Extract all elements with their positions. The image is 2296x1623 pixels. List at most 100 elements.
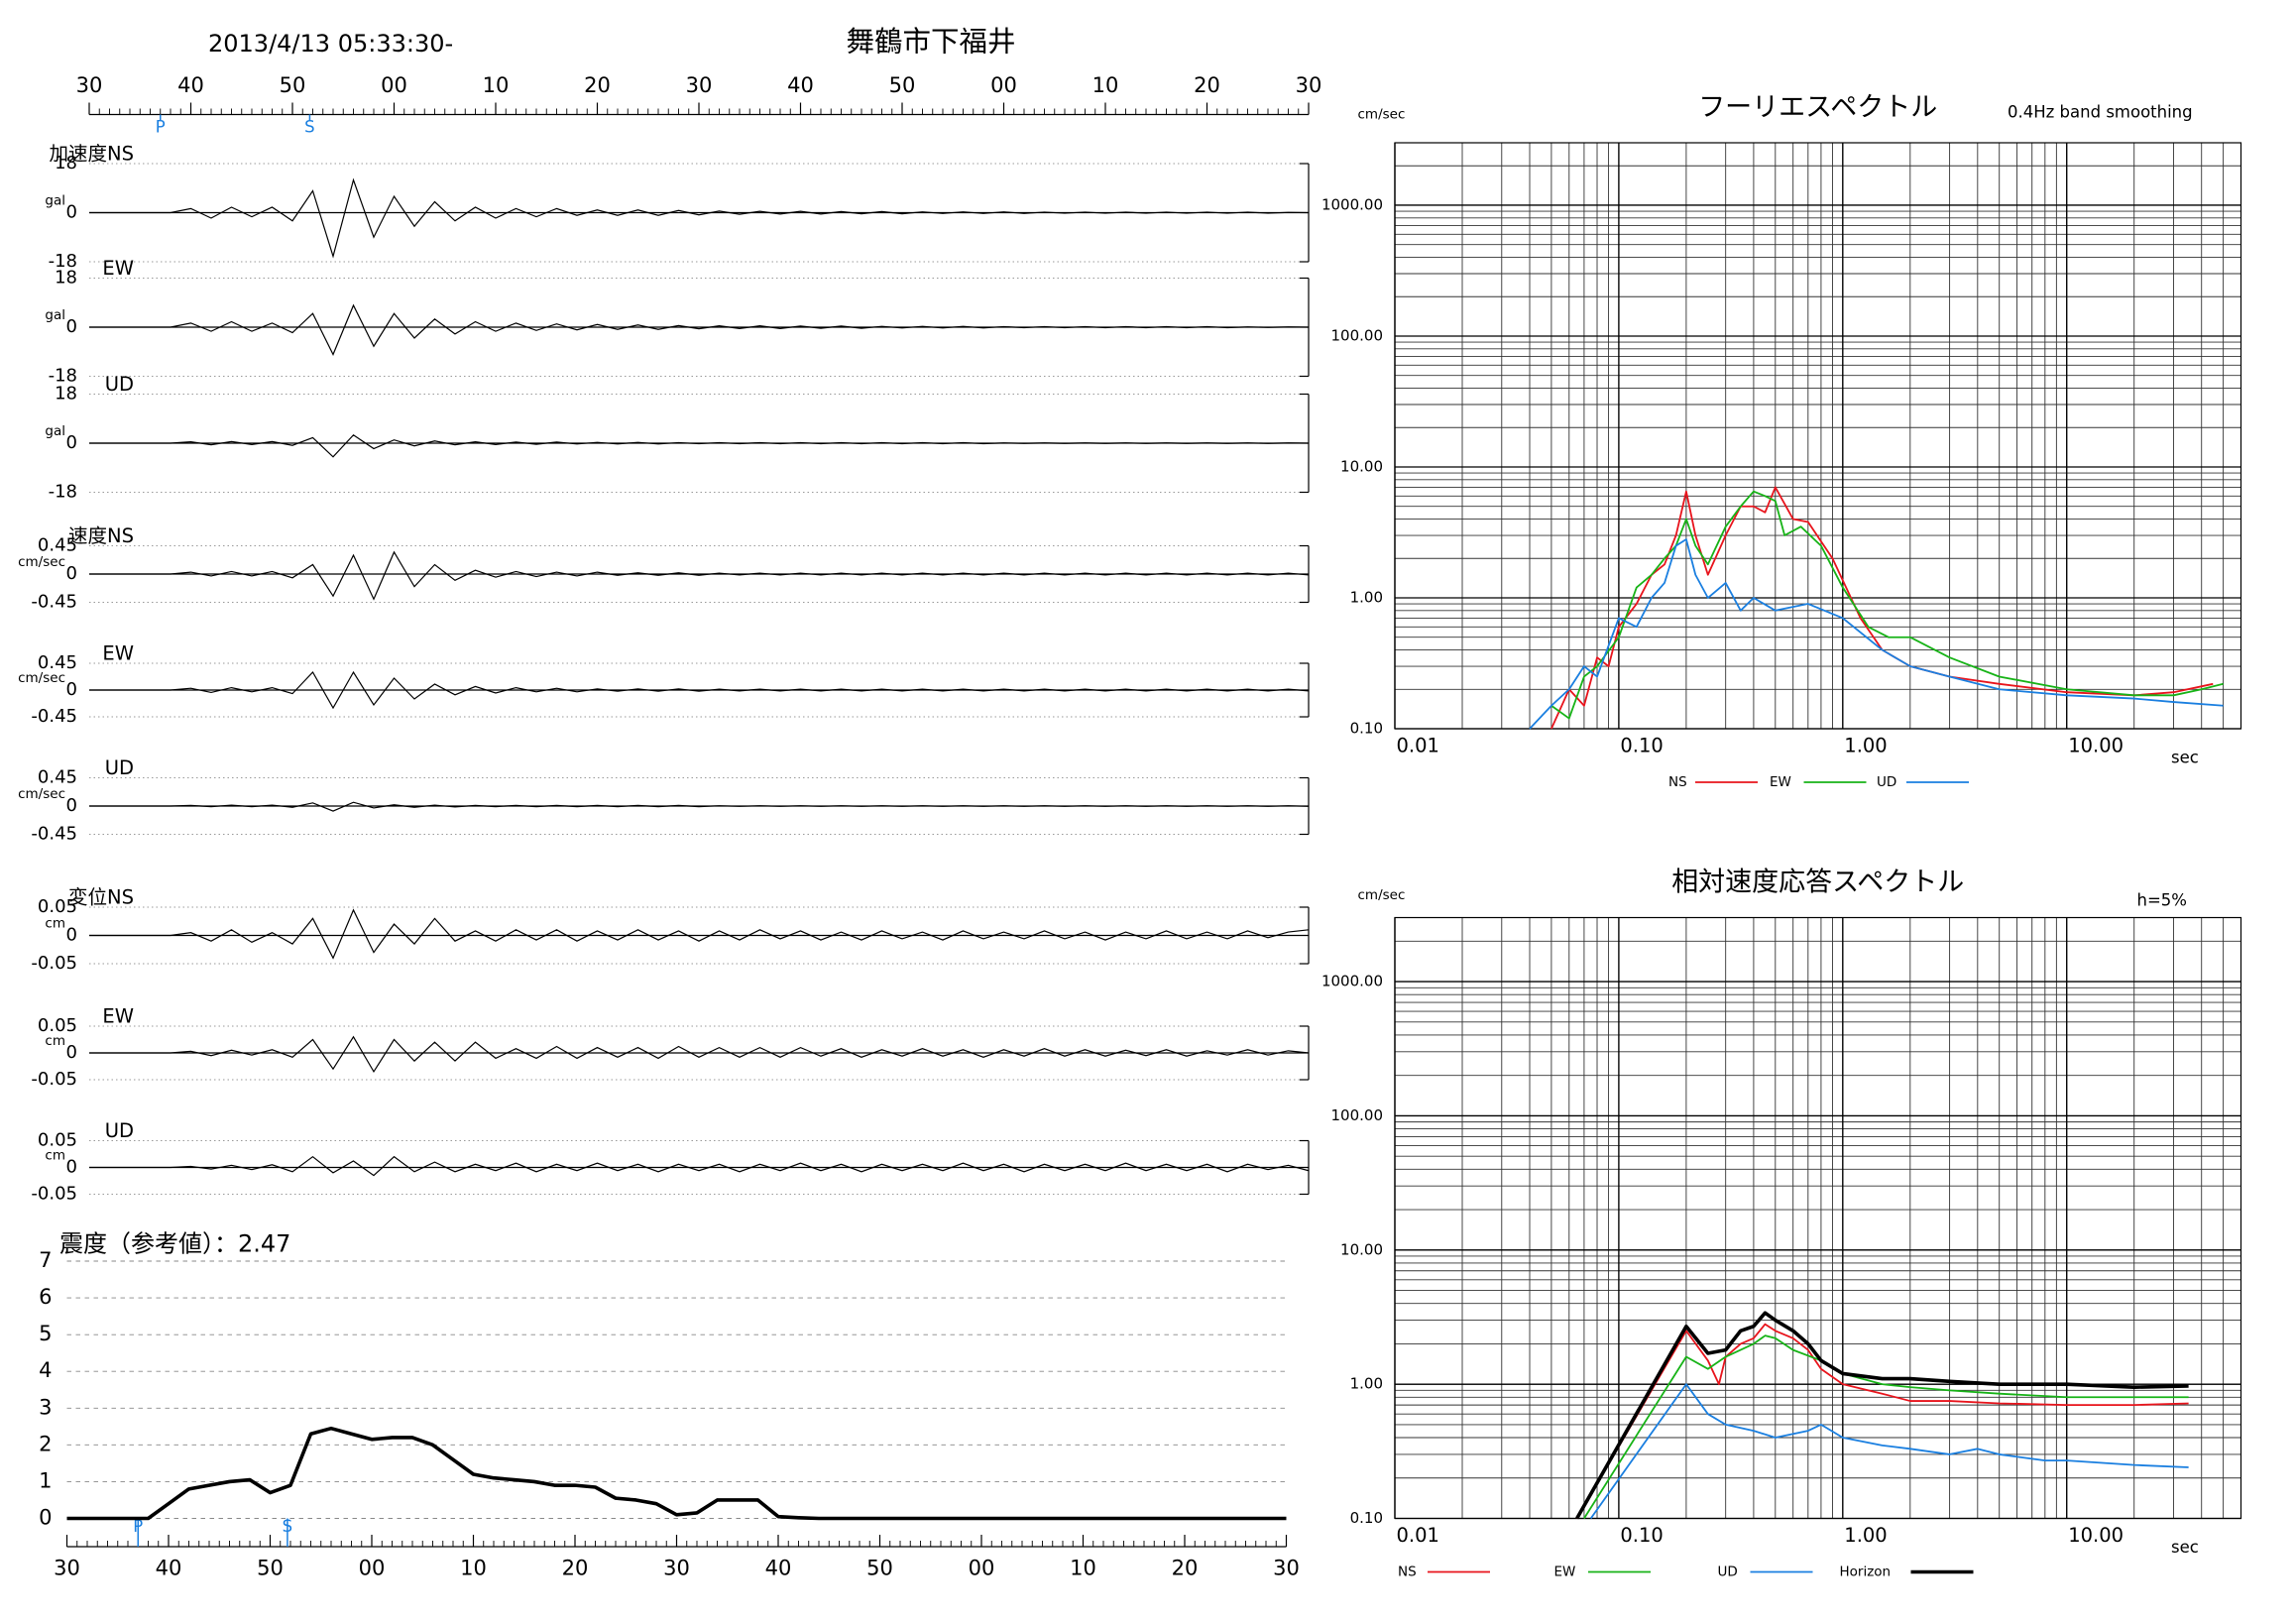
- y-tick-label: 10.00: [1340, 1240, 1383, 1258]
- x-tick-label: 20: [1194, 73, 1220, 97]
- y-tick-label: 0: [66, 679, 77, 700]
- y-tick-label: 5: [39, 1322, 52, 1345]
- y-tick-label: 0.10: [1350, 1509, 1383, 1527]
- unit-label: gal: [45, 193, 65, 209]
- y-tick-label: 0.45: [38, 652, 77, 673]
- y-tick-label: 0: [66, 316, 77, 337]
- data-line: [1575, 1323, 2189, 1519]
- phase-label: P: [156, 118, 166, 137]
- data-line: [66, 1426, 1287, 1521]
- y-tick-label: 0: [66, 1157, 77, 1178]
- x-tick-label: 10: [460, 1557, 487, 1580]
- x-tick-label: 30: [1296, 73, 1322, 97]
- panel-name: UD: [105, 373, 134, 396]
- y-tick-label: 2: [39, 1432, 52, 1455]
- plot-frame: [1394, 142, 2242, 730]
- x-tick-label: 20: [584, 73, 611, 97]
- panel-name: UD: [105, 756, 134, 779]
- y-tick-label: 6: [39, 1285, 52, 1309]
- datetime: 2013/4/13 05:33:30-: [208, 30, 453, 58]
- y-tick-label: 1: [39, 1468, 52, 1492]
- y-tick-label: 4: [39, 1358, 52, 1382]
- panel-name: 速度NS: [68, 524, 134, 547]
- unit-label: cm: [45, 1148, 65, 1164]
- y-axis-label: cm/sec: [1358, 107, 1406, 123]
- y-tick-label: 0.05: [38, 1130, 77, 1151]
- x-tick-label: 10.00: [2068, 735, 2124, 757]
- x-tick-label: 00: [381, 73, 407, 97]
- data-line: [1583, 1334, 2189, 1519]
- x-tick-label: 30: [54, 1557, 80, 1580]
- x-tick-label: 1.00: [1844, 735, 1887, 757]
- x-tick-label: 50: [866, 1557, 893, 1580]
- data-line: [1589, 1383, 2189, 1520]
- y-tick-label: 18: [55, 384, 77, 405]
- y-tick-label: 1.00: [1350, 588, 1383, 606]
- waveform-trace: [89, 801, 1310, 812]
- unit-label: cm/sec: [18, 670, 65, 686]
- data-line: [1550, 486, 2214, 730]
- unit-label: cm: [45, 1033, 65, 1049]
- legend-label: UD: [1718, 1565, 1738, 1580]
- y-tick-label: 0: [66, 202, 77, 223]
- y-tick-label: 1000.00: [1321, 195, 1383, 213]
- waveform-trace: [89, 1035, 1310, 1074]
- x-tick-label: 00: [969, 1557, 995, 1580]
- y-tick-label: 0: [66, 432, 77, 453]
- x-tick-label: 40: [787, 73, 814, 97]
- waveform-trace: [89, 303, 1310, 356]
- panel-name: 変位NS: [68, 886, 134, 909]
- data-line: [1529, 538, 2224, 730]
- phase-label: P: [133, 1517, 143, 1536]
- annotation: h=5%: [2137, 891, 2187, 910]
- y-tick-label: -18: [49, 366, 77, 387]
- y-tick-label: 18: [55, 153, 77, 174]
- x-tick-label: 00: [990, 73, 1017, 97]
- y-axis-label: cm/sec: [1358, 887, 1406, 903]
- y-tick-label: 1.00: [1350, 1375, 1383, 1393]
- x-tick-label: 20: [562, 1557, 589, 1580]
- y-tick-label: 0.10: [1350, 720, 1383, 738]
- x-tick-label: 30: [686, 73, 713, 97]
- x-tick-label: 0.01: [1397, 1524, 1439, 1547]
- legend-label: Horizon: [1840, 1565, 1892, 1580]
- chart-title: 震度（参考値）：2.47: [59, 1230, 290, 1258]
- y-tick-label: 0.45: [38, 767, 77, 788]
- y-tick-label: 0: [66, 925, 77, 946]
- legend-label: EW: [1554, 1565, 1576, 1580]
- y-tick-label: 100.00: [1331, 1106, 1384, 1124]
- station-name: 舞鶴市下福井: [846, 26, 1015, 58]
- panel-name: 加速度NS: [50, 143, 134, 166]
- legend-label: NS: [1398, 1565, 1417, 1580]
- x-tick-label: 50: [889, 73, 916, 97]
- waveform-trace: [89, 908, 1310, 960]
- y-tick-label: 10.00: [1340, 457, 1383, 475]
- x-tick-label: 30: [1273, 1557, 1300, 1580]
- x-tick-label: 0.10: [1620, 735, 1663, 757]
- y-tick-label: -18: [49, 251, 77, 272]
- x-tick-label: 50: [257, 1557, 284, 1580]
- x-tick-label: 30: [76, 73, 103, 97]
- unit-label: gal: [45, 423, 65, 439]
- unit-label: gal: [45, 307, 65, 323]
- unit-label: cm/sec: [18, 786, 65, 802]
- y-tick-label: 3: [39, 1395, 52, 1419]
- x-tick-label: 0.10: [1620, 1524, 1663, 1547]
- y-tick-label: 1000.00: [1321, 973, 1383, 990]
- data-line: [1550, 490, 2224, 720]
- y-tick-label: 0: [39, 1506, 52, 1530]
- y-tick-label: 0.05: [38, 896, 77, 917]
- unit-label: cm/sec: [18, 554, 65, 570]
- x-tick-label: 30: [663, 1557, 690, 1580]
- x-tick-label: 40: [156, 1557, 182, 1580]
- legend-label: UD: [1877, 774, 1896, 790]
- phase-label: S: [304, 118, 314, 137]
- x-axis-label: sec: [2171, 749, 2199, 767]
- y-tick-label: 0: [66, 795, 77, 816]
- unit-label: cm: [45, 916, 65, 932]
- y-tick-label: 0: [66, 1042, 77, 1063]
- x-tick-label: 00: [359, 1557, 386, 1580]
- x-tick-label: 20: [1172, 1557, 1199, 1580]
- y-tick-label: -0.45: [31, 824, 77, 845]
- x-tick-label: 10: [1092, 73, 1119, 97]
